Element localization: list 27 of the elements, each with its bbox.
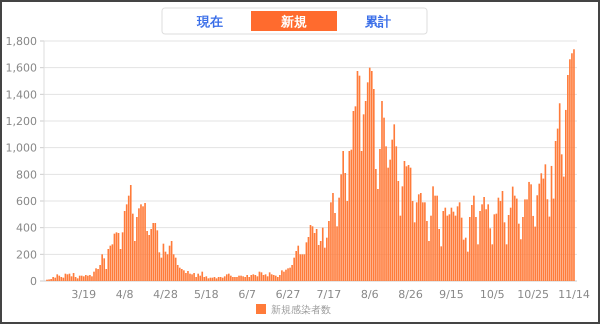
x-tick-label: 4/8 — [116, 288, 134, 301]
x-tick-label: 3/19 — [71, 288, 96, 301]
x-tick-label: 10/25 — [517, 288, 549, 301]
text: 現在 — [196, 15, 223, 30]
y-tick-label: 1,400 — [6, 88, 37, 102]
text: 累計 — [364, 14, 391, 30]
y-tick-label: 600 — [16, 195, 37, 208]
y-tick-label: 200 — [16, 248, 37, 262]
y-tick-label: 1,200 — [6, 115, 37, 128]
y-tick-label: 1,000 — [6, 142, 37, 155]
x-tick-label: 6/27 — [276, 288, 300, 301]
x-tick-label: 7/17 — [316, 288, 342, 301]
text: 新規 — [280, 14, 307, 30]
x-tick-label: 11/14 — [558, 288, 590, 301]
x-tick-label: 10/5 — [480, 288, 505, 301]
y-tick-label: 0 — [30, 275, 37, 288]
x-tick-label: 4/28 — [153, 288, 178, 301]
x-tick-label: 8/26 — [398, 288, 423, 301]
x-tick-label: 8/6 — [360, 288, 379, 301]
legend-label: 新規感染者数 — [271, 304, 331, 316]
y-tick-label: 400 — [16, 222, 37, 235]
x-tick-label: 6/7 — [238, 288, 256, 301]
y-tick-label: 800 — [16, 168, 37, 182]
x-tick-label: 5/18 — [194, 288, 219, 301]
y-tick-label: 1,800 — [6, 35, 37, 48]
y-tick-label: 1,600 — [6, 62, 37, 75]
x-tick-label: 9/15 — [439, 288, 464, 301]
